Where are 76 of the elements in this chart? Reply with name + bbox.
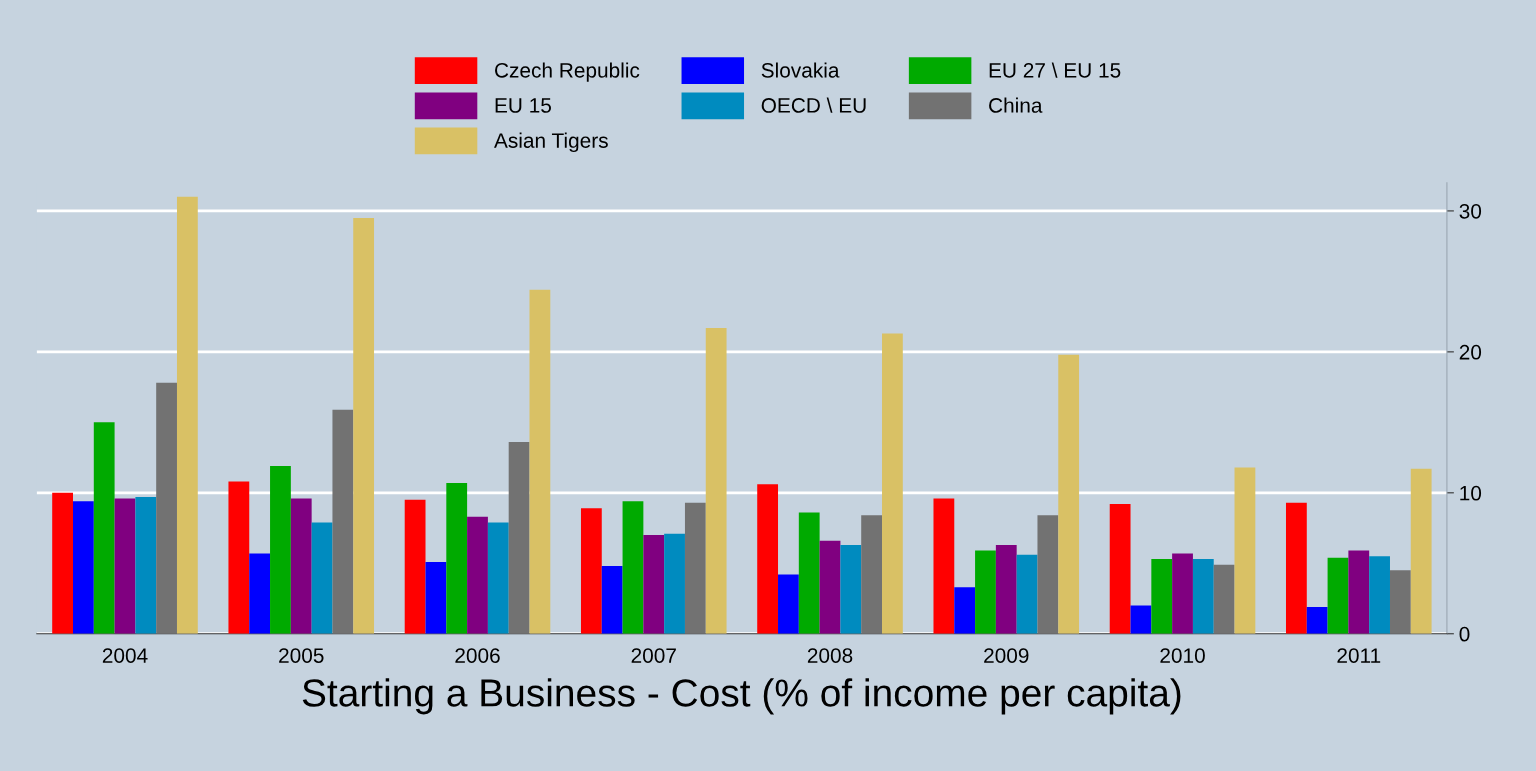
- bar: [529, 289, 551, 634]
- bar: [1234, 467, 1256, 634]
- bar: [861, 515, 883, 634]
- bar: [840, 544, 862, 634]
- bar: [601, 566, 623, 634]
- bar: [1130, 605, 1152, 634]
- bar: [643, 535, 665, 634]
- bar: [1213, 564, 1235, 634]
- bar: [508, 442, 530, 634]
- bar: [290, 498, 312, 634]
- bar: [176, 196, 198, 634]
- x-tick-label: 2011: [1337, 648, 1381, 663]
- bar: [1410, 468, 1432, 634]
- bar: [1172, 553, 1193, 634]
- legend-label: Slovakia: [761, 62, 840, 78]
- bar: [882, 333, 903, 634]
- bar: [684, 502, 706, 634]
- bar: [622, 501, 644, 634]
- y-tick-label: 10: [1460, 485, 1482, 501]
- bar: [467, 516, 488, 634]
- bar: [933, 498, 955, 634]
- bar: [446, 482, 468, 634]
- y-tick-label: 20: [1459, 344, 1482, 360]
- bar: [249, 553, 271, 634]
- bar: [1058, 354, 1080, 634]
- x-tick-label: 2008: [807, 648, 853, 663]
- x-axis-title: Starting a Business - Cost (% of income per capita): [302, 678, 1181, 715]
- bar: [757, 484, 779, 634]
- bar: [995, 544, 1017, 634]
- bar: [1109, 504, 1131, 634]
- bar: [228, 481, 250, 634]
- bar: [954, 587, 976, 634]
- bar: [1389, 570, 1411, 634]
- bar: [1192, 559, 1214, 634]
- bar: [975, 550, 996, 634]
- legend-label: OECD \ EU: [761, 97, 866, 113]
- legend-label: Czech Republic: [495, 62, 640, 82]
- legend-label: Asian Tigers: [494, 132, 608, 153]
- bar: [798, 512, 820, 634]
- bar: [1348, 550, 1370, 634]
- x-tick-label: 2009: [984, 648, 1029, 663]
- bar: [664, 533, 685, 634]
- bar: [1285, 502, 1307, 634]
- bar: [353, 217, 375, 634]
- bar: [1037, 515, 1059, 634]
- bar: [93, 422, 115, 634]
- bar: [270, 466, 291, 634]
- bar: [52, 492, 73, 634]
- x-tick-label: 2006: [455, 648, 500, 663]
- bar: [156, 382, 177, 634]
- bar: [332, 409, 354, 634]
- bar: [73, 501, 94, 634]
- bar: [819, 540, 841, 634]
- bar: [1327, 557, 1349, 634]
- bar: [778, 574, 799, 634]
- y-tick-label: 0: [1459, 626, 1470, 642]
- bar: [135, 497, 157, 634]
- x-tick-label: 2005: [279, 648, 324, 663]
- x-tick-label: 2010: [1160, 648, 1205, 663]
- bar: [580, 508, 602, 634]
- legend-label: EU 27 \ EU 15: [989, 62, 1121, 78]
- bar: [311, 522, 333, 634]
- legend-label: EU 15: [495, 98, 551, 113]
- bar: [1369, 556, 1390, 634]
- y-tick-label: 30: [1459, 203, 1482, 219]
- bar: [425, 561, 447, 634]
- legend-label: China: [989, 97, 1043, 113]
- x-tick-label: 2004: [102, 648, 148, 663]
- bar: [1151, 559, 1173, 634]
- bar: [114, 498, 136, 634]
- bar: [1016, 554, 1038, 634]
- bar: [487, 522, 509, 634]
- bar: [1306, 606, 1328, 634]
- bar: [705, 327, 727, 634]
- bar: [404, 499, 426, 634]
- x-tick-label: 2007: [631, 648, 676, 663]
